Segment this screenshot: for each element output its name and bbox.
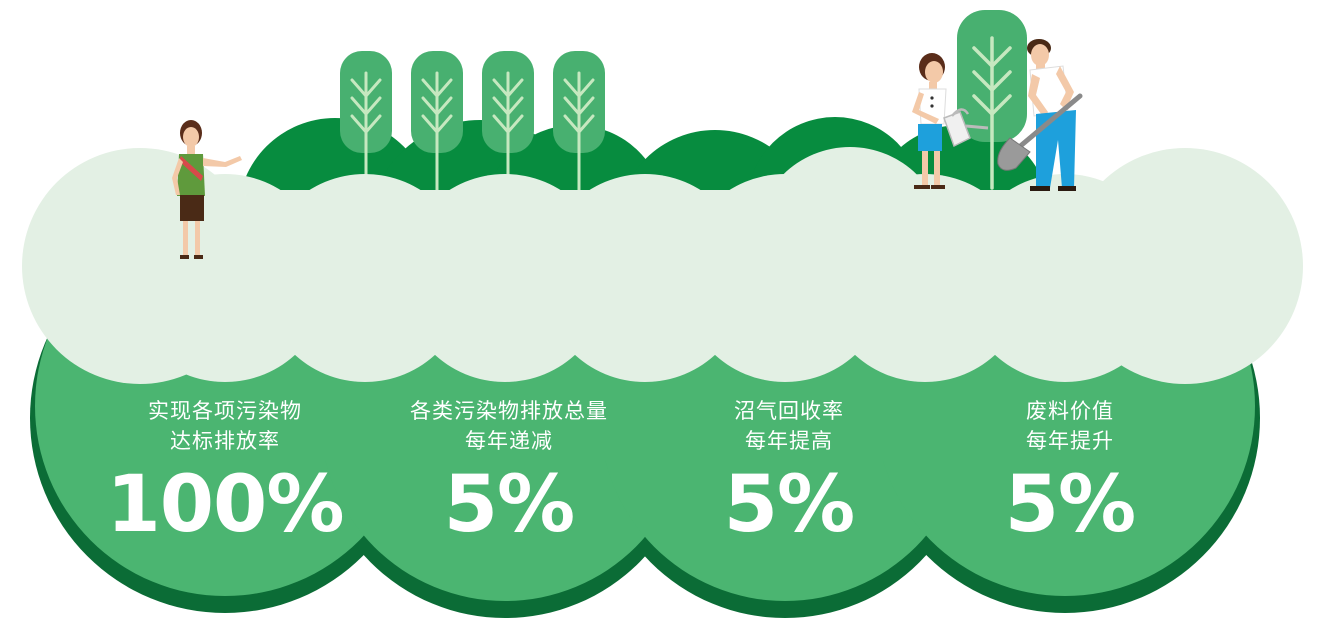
stat-label: 各类污染物排放总量 每年递减 xyxy=(410,399,608,453)
tree-icon xyxy=(957,10,1027,190)
stat-pollutant-reduction: 各类污染物排放总量 每年递减 5% xyxy=(379,396,639,548)
tree-icon xyxy=(340,51,392,192)
watering-can-icon xyxy=(943,108,989,148)
stat-label: 废料价值 每年提升 xyxy=(1026,399,1114,453)
stat-waste-value: 废料价值 每年提升 5% xyxy=(940,396,1200,548)
digging-man-icon xyxy=(1027,39,1076,191)
stat-value: 100% xyxy=(106,460,345,550)
shovel-icon xyxy=(997,93,1083,171)
stat-emission-compliance: 实现各项污染物 达标排放率 100% xyxy=(95,396,355,548)
pale-ground-band xyxy=(22,147,1303,384)
pointing-woman-icon xyxy=(172,120,242,259)
stat-label: 实现各项污染物 达标排放率 xyxy=(148,399,302,453)
stat-label: 沼气回收率 每年提高 xyxy=(734,399,844,453)
stat-value: 5% xyxy=(723,460,855,550)
tree-icon xyxy=(553,51,605,192)
watering-girl-icon xyxy=(912,53,947,189)
stat-value: 5% xyxy=(1004,460,1136,550)
stat-value: 5% xyxy=(443,460,575,550)
tree-icon xyxy=(482,51,534,192)
tree-icon xyxy=(411,51,463,192)
stat-biogas-recovery: 沼气回收率 每年提高 5% xyxy=(659,396,919,548)
